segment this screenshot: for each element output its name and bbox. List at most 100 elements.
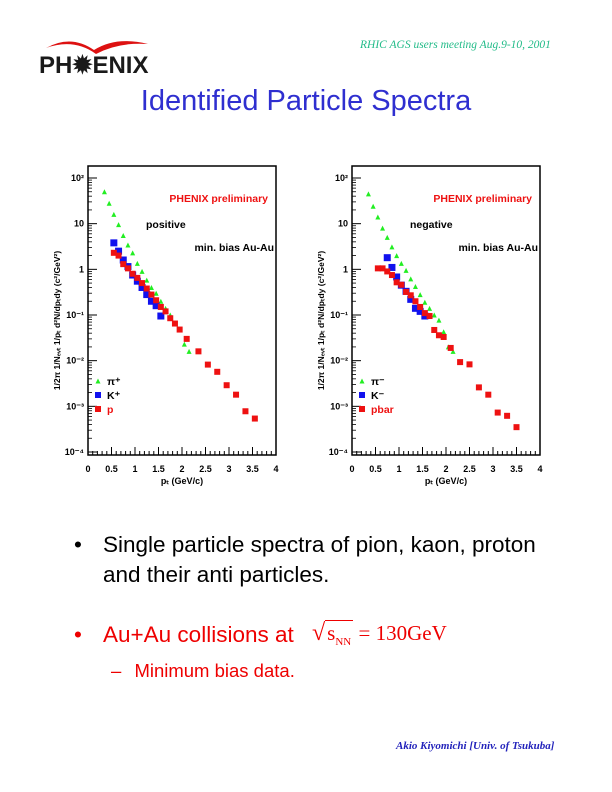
data-point-triangle [101, 189, 107, 195]
annotation-charge: positive [146, 219, 186, 231]
data-point-square [440, 333, 447, 340]
y-tick-label: 10⁻¹ [330, 310, 348, 320]
formula-subscript: NN [335, 636, 352, 649]
legend-label: pbar [371, 404, 394, 416]
sqrt-symbol: √ [312, 620, 326, 646]
data-point-square [110, 249, 117, 256]
data-point-triangle [398, 260, 404, 266]
data-point-square [129, 270, 136, 277]
data-point-square [152, 302, 160, 310]
data-point-triangle [181, 341, 187, 347]
data-point-square [435, 332, 442, 339]
data-point-square [153, 297, 160, 304]
sqrt-radicand: sNN [325, 620, 354, 649]
data-point-square [223, 382, 230, 389]
energy-formula: √sNN = 130GeV [312, 618, 447, 657]
data-point-square [384, 268, 391, 275]
data-point-triangle [139, 268, 145, 274]
meeting-header: RHIC AGS users meeting Aug.9-10, 2001 [360, 39, 551, 51]
data-point-square [388, 263, 396, 271]
data-point-square [157, 303, 164, 310]
data-point-square [134, 274, 141, 281]
data-point-square [242, 408, 249, 415]
data-point-triangle [431, 312, 437, 318]
data-point-triangle [106, 200, 112, 206]
data-point-square [426, 313, 433, 320]
phenix-logo: PH✹ENIX [36, 36, 156, 82]
data-point-triangle [417, 292, 423, 298]
y-axis-label: 1/2π 1/Nₑᵥₜ 1/pₜ d²N/dpₜdy (c²/GeV²) [52, 251, 62, 391]
data-point-square [162, 308, 169, 315]
logo-wing-icon [46, 41, 148, 54]
data-point-triangle [186, 348, 192, 354]
y-tick-label: 10⁻¹ [66, 310, 84, 320]
formula-value: = 130GeV [358, 621, 447, 645]
data-point-triangle [370, 203, 376, 209]
y-tick-label: 10⁻⁴ [329, 447, 348, 457]
x-tick-label: 3.5 [246, 464, 259, 474]
data-point-square [171, 320, 178, 327]
y-tick-label: 1 [343, 264, 348, 274]
data-point-triangle [134, 260, 140, 266]
data-point-square [124, 265, 131, 272]
data-point-square [195, 348, 202, 355]
data-point-square [204, 361, 211, 368]
series-2 [110, 249, 258, 422]
legend-marker [95, 392, 101, 398]
data-point-square [148, 291, 155, 298]
y-tick-label: 10² [71, 173, 84, 183]
data-point-square [494, 409, 501, 416]
data-point-square [383, 254, 391, 262]
data-point-square [485, 391, 492, 398]
data-point-triangle [412, 284, 418, 290]
x-tick-label: 3 [490, 464, 495, 474]
data-point-triangle [408, 276, 414, 282]
data-point-square [416, 307, 424, 315]
y-tick-label: 10 [338, 219, 348, 229]
data-point-triangle [120, 233, 126, 239]
data-point-triangle [111, 211, 117, 217]
x-tick-label: 1.5 [416, 464, 429, 474]
data-point-square [407, 292, 414, 299]
y-tick-label: 1 [79, 264, 84, 274]
data-point-square [431, 326, 438, 333]
data-point-square [119, 256, 127, 264]
data-point-square [183, 335, 190, 342]
data-point-triangle [375, 214, 381, 220]
data-point-square [139, 280, 146, 287]
sub-bullet-item: – Minimum bias data. [111, 660, 295, 682]
data-point-square [466, 361, 473, 368]
data-point-square [393, 279, 400, 286]
footer-author: Akio Kiyomichi [Univ. of Tsukuba] [396, 740, 555, 752]
formula-s: s [327, 621, 336, 645]
data-point-square [176, 326, 183, 333]
x-tick-label: 4 [537, 464, 542, 474]
data-point-triangle [125, 242, 131, 248]
legend-label: π⁺ [107, 376, 121, 388]
x-tick-label: 1 [132, 464, 137, 474]
data-point-triangle [422, 299, 428, 305]
data-point-square [167, 315, 174, 322]
data-point-square [214, 368, 221, 375]
series-0 [365, 191, 456, 354]
x-axis-label: pₜ (GeV/c) [161, 476, 203, 486]
x-tick-label: 2.5 [199, 464, 212, 474]
y-tick-label: 10⁻³ [330, 401, 348, 411]
data-point-triangle [365, 191, 371, 197]
sub-bullet-text: Minimum bias data. [134, 660, 295, 681]
spectra-plot-negative: 0 0.5 1 1.5 2 2.5 3 3.5 4 10⁻⁴ 10⁻³ 10⁻² 10⁻¹ 1 10 10² p… [316, 165, 543, 486]
data-point-triangle [441, 329, 447, 335]
data-point-triangle [130, 250, 136, 256]
data-point-square [133, 277, 141, 285]
x-tick-label: 4 [273, 464, 278, 474]
data-point-triangle [116, 222, 122, 228]
x-tick-label: 2 [179, 464, 184, 474]
data-point-square [417, 303, 424, 310]
x-tick-label: 0 [349, 464, 354, 474]
sub-bullet-dash: – [111, 660, 122, 681]
data-point-square [251, 415, 258, 422]
x-tick-label: 3.5 [510, 464, 523, 474]
data-point-triangle [427, 305, 433, 311]
series-2 [374, 265, 520, 431]
x-tick-label: 1 [396, 464, 401, 474]
